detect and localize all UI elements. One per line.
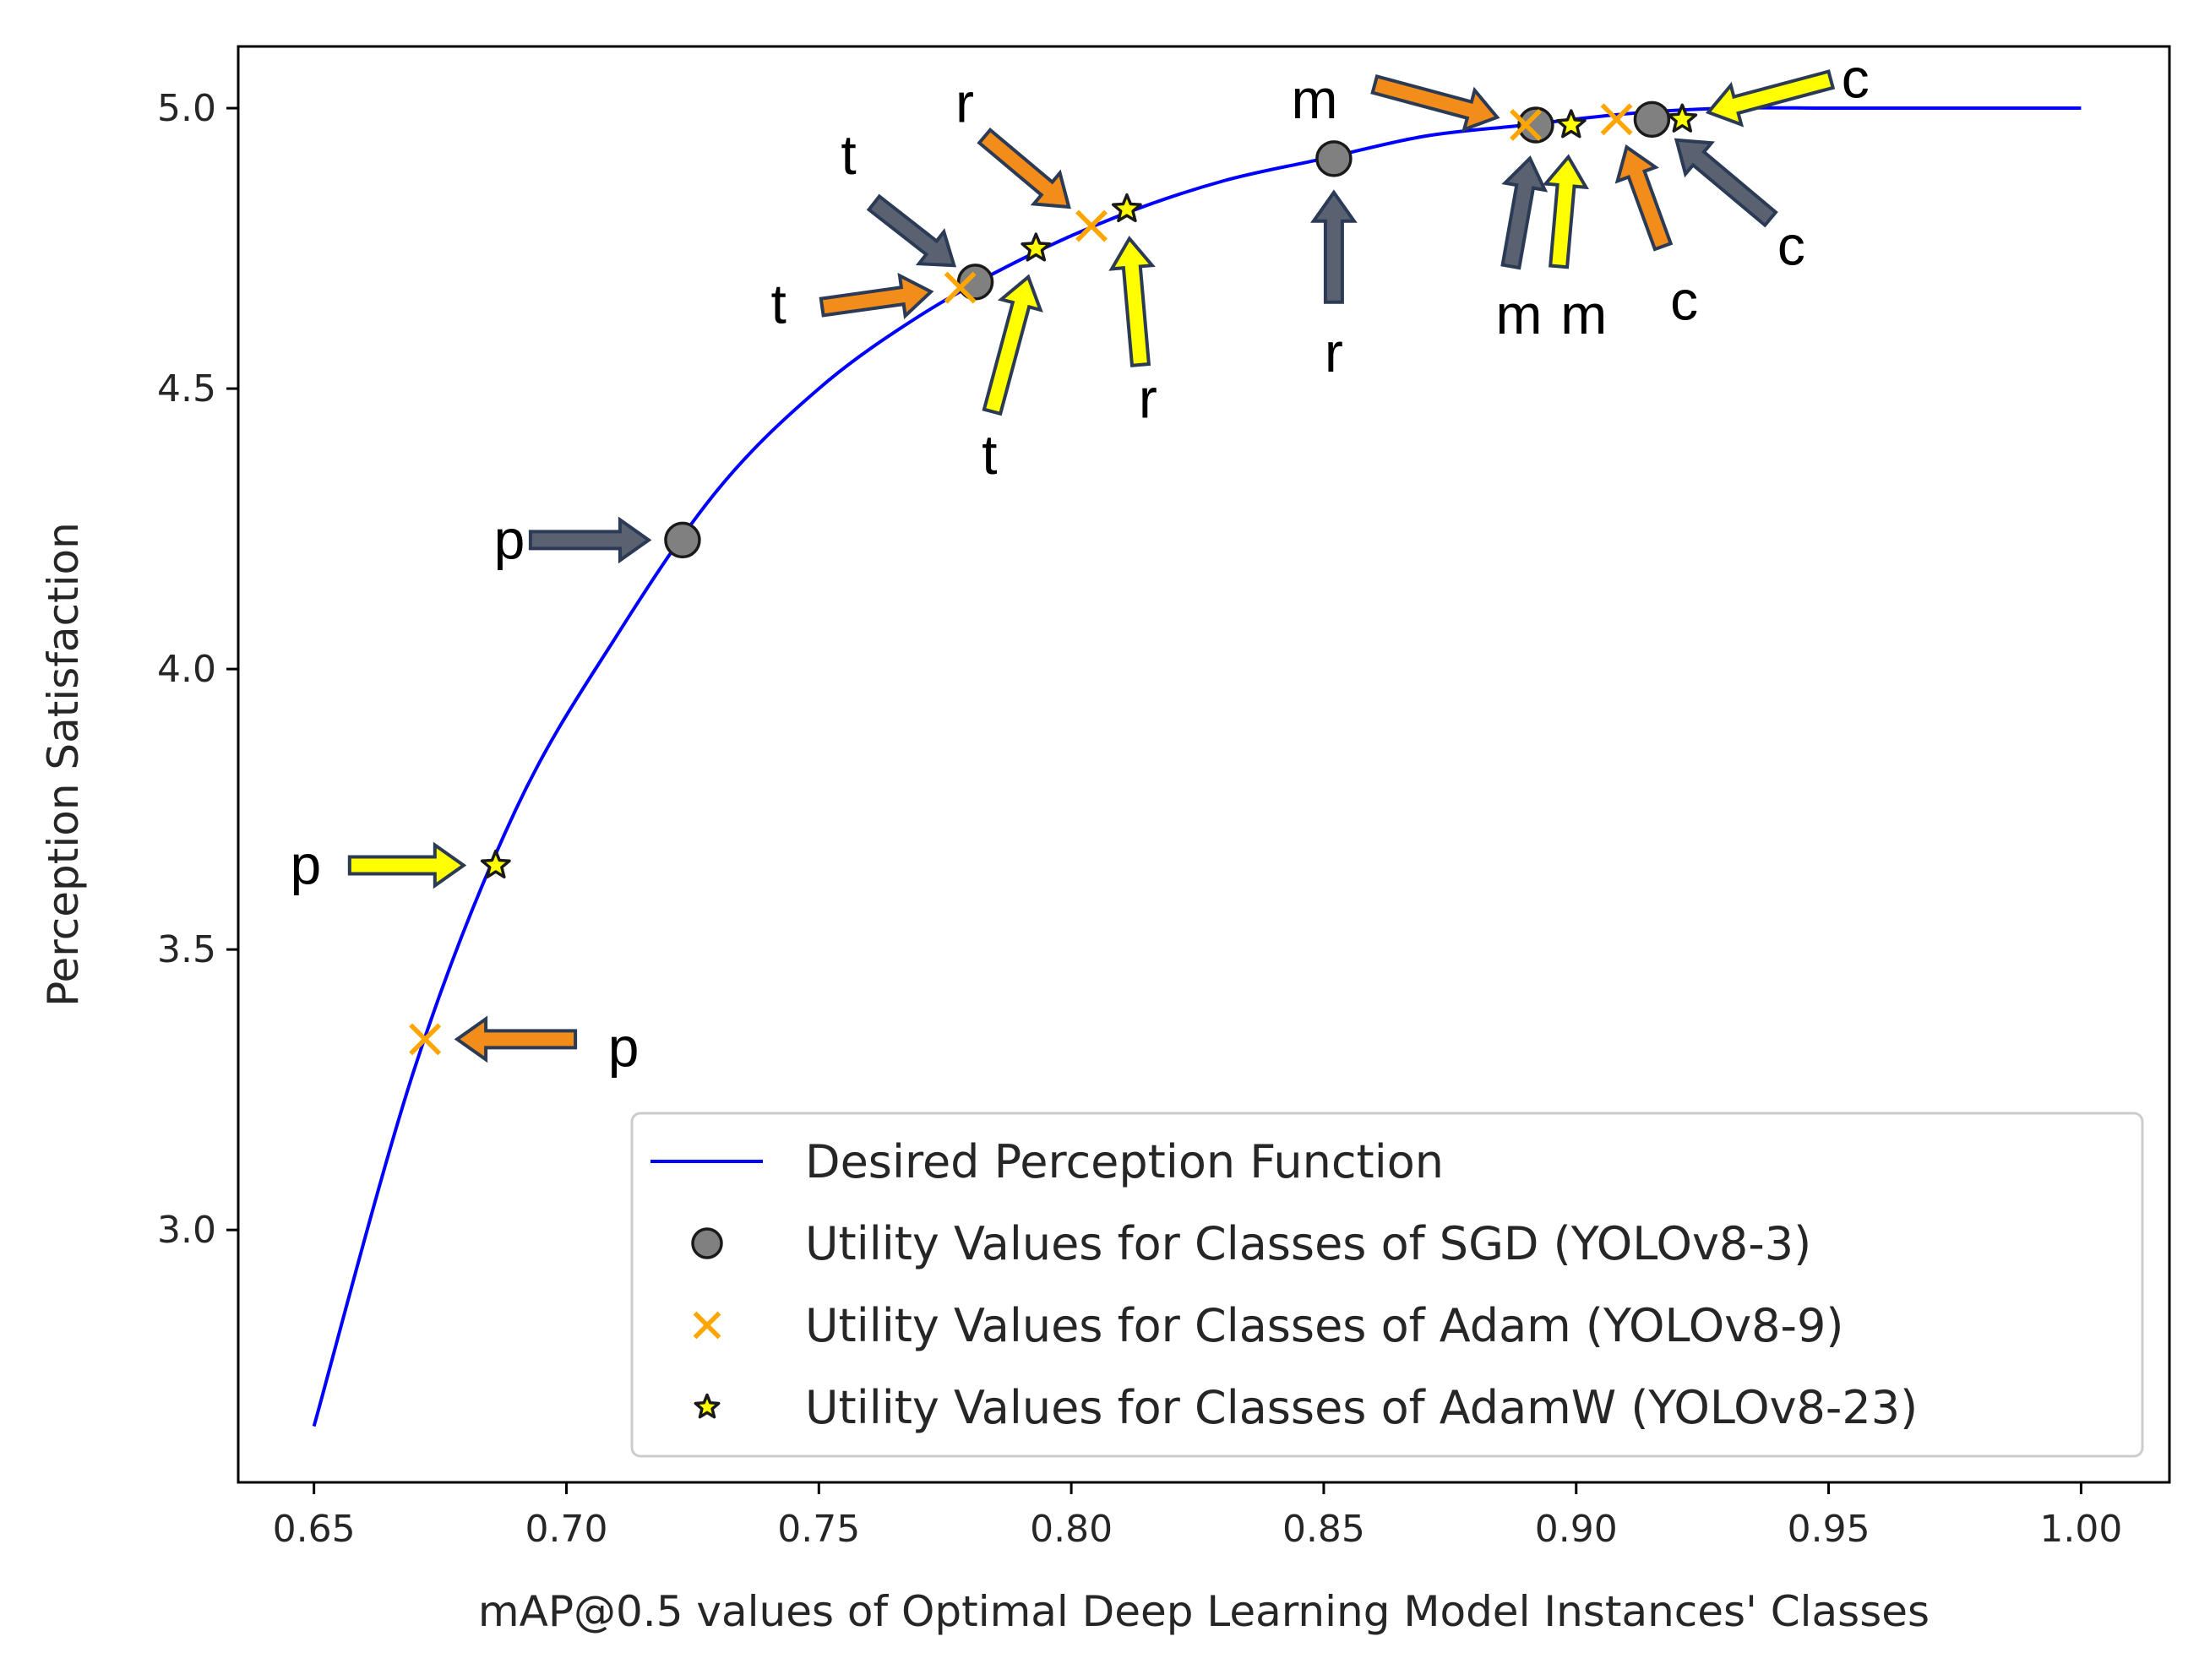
y-tick-label: 4.0 — [157, 648, 216, 691]
point-star-m — [1555, 109, 1587, 139]
annotation-arrow-m — [1542, 154, 1590, 269]
annotation-arrow-m — [1500, 155, 1549, 270]
annotation-label-m: m — [1560, 283, 1607, 345]
annotation-label-p: p — [494, 508, 525, 570]
legend: Desired Perception Function Utility Value… — [630, 1112, 2144, 1458]
annotation-label-r: r — [1139, 367, 1157, 430]
annotation-label-p: p — [608, 1015, 640, 1078]
annotation-arrow-p — [454, 1015, 578, 1063]
x-tick-label: 0.90 — [1535, 1508, 1618, 1551]
point-circle-p — [664, 521, 701, 559]
y-tick-label: 3.5 — [157, 928, 216, 971]
annotation-arrow-c — [1705, 69, 1836, 128]
x-tick-label: 0.95 — [1788, 1508, 1870, 1551]
point-circle-m — [1517, 106, 1554, 144]
point-x-m — [1510, 109, 1542, 141]
point-x-c — [1600, 103, 1633, 136]
point-star-p — [480, 849, 511, 879]
annotation-label-m: m — [1495, 283, 1542, 345]
legend-handle-star — [694, 1393, 721, 1419]
y-axis: 3.0 3.5 4.0 4.5 5.0 — [157, 87, 238, 1252]
annotation-label-c: c — [1670, 269, 1698, 331]
point-circle-c — [1633, 101, 1671, 139]
y-tick-label: 3.0 — [157, 1209, 216, 1252]
plot-frame — [237, 45, 2171, 1484]
x-tick-label: 1.00 — [2039, 1508, 2122, 1551]
point-star-t — [1021, 232, 1052, 262]
annotation-label-c: c — [1777, 214, 1805, 276]
point-circle-r — [1315, 140, 1353, 177]
y-tick-label: 5.0 — [157, 87, 216, 130]
annotation-label-p: p — [290, 834, 321, 896]
legend-box — [630, 1112, 2144, 1458]
point-x-c-stroke-b — [1600, 103, 1633, 136]
point-x-r — [1075, 209, 1108, 242]
x-axis-label: mAP@0.5 values of Optimal Deep Learning … — [478, 1587, 1930, 1636]
point-star-c — [1667, 103, 1698, 133]
annotation-label-t: t — [770, 273, 786, 335]
annotation-arrow-m — [1370, 73, 1500, 133]
annotation-arrow-t — [866, 193, 957, 268]
legend-handle-x — [693, 1311, 721, 1340]
annotation-arrow-r — [1310, 189, 1358, 304]
annotation-arrow-p — [528, 516, 652, 564]
point-x-t-stroke-b — [944, 271, 977, 304]
point-x-m-stroke-b — [1510, 109, 1542, 141]
annotation-label-r: r — [955, 72, 974, 134]
annotation-arrow-r — [1108, 235, 1156, 367]
x-tick-label: 0.75 — [777, 1508, 860, 1551]
annotation-arrow-c — [1614, 144, 1674, 252]
annotation-arrow-r — [977, 127, 1071, 209]
y-axis-label: Perception Satisfaction — [39, 522, 88, 1007]
annotation-label-t: t — [841, 123, 856, 186]
point-circle-t — [956, 264, 994, 301]
legend-entry-label: Utility Values for Classes of Adam (YOLO… — [805, 1299, 1843, 1352]
point-x-p-stroke-b — [409, 1023, 442, 1056]
annotation-label-t: t — [982, 423, 997, 486]
annotation-label-r: r — [1325, 321, 1343, 383]
annotation-arrow-p — [347, 841, 467, 889]
x-tick-label: 0.85 — [1282, 1508, 1365, 1551]
x-axis: 0.65 0.70 0.75 0.80 0.85 0.90 0.95 1.00 — [273, 1482, 2122, 1551]
annotation-label-c: c — [1842, 46, 1870, 109]
point-star-r — [1111, 193, 1142, 223]
x-tick-label: 0.70 — [525, 1508, 607, 1551]
arrows-layer: p t r m c p t r m c p t r m c — [290, 46, 1869, 1078]
point-x-r-stroke-b — [1075, 209, 1108, 242]
annotation-label-m: m — [1292, 68, 1338, 130]
x-tick-label: 0.65 — [273, 1508, 356, 1551]
x-tick-label: 0.80 — [1030, 1508, 1113, 1551]
legend-entry-label: Desired Perception Function — [805, 1135, 1444, 1188]
legend-handle-x-stroke-b — [693, 1311, 721, 1340]
legend-entry-label: Utility Values for Classes of AdamW (YOL… — [805, 1381, 1918, 1434]
points-layer — [409, 101, 1698, 1056]
point-x-t — [944, 271, 977, 304]
y-tick-label: 4.5 — [157, 367, 216, 410]
annotation-arrow-t — [982, 274, 1043, 416]
annotation-arrow-c — [1674, 138, 1778, 228]
legend-entry-label: Utility Values for Classes of SGD (YOLOv… — [805, 1217, 1811, 1270]
annotation-arrow-t — [819, 272, 934, 320]
point-x-p — [409, 1023, 442, 1056]
legend-handle-circle — [691, 1227, 723, 1259]
